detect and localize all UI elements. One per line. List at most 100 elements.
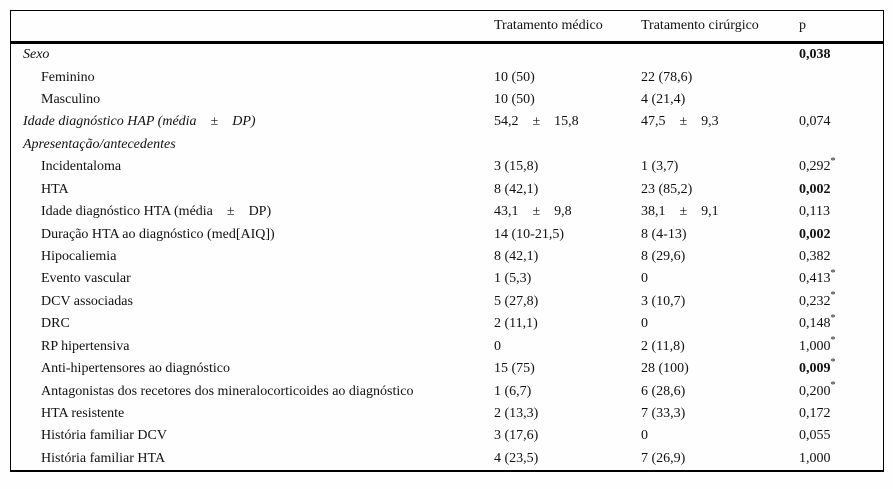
p-value: 0,055 [799, 428, 831, 444]
medical-treatment-value: 14 (10-21,5) [494, 226, 564, 242]
row-label: Idade diagnóstico HAP (média ± DP) [23, 114, 256, 130]
fisher-test-asterisk: * [830, 357, 836, 369]
surgical-treatment-value: 4 (21,4) [641, 92, 686, 108]
column-header-medical-treatment: Tratamento médico [494, 18, 603, 33]
row-label: História familiar DCV [41, 428, 167, 444]
medical-treatment-value: 2 (13,3) [494, 405, 539, 421]
row-label: Masculino [41, 92, 101, 108]
row-label: Feminino [41, 69, 95, 85]
table-row: Evento vascular 1 (5,3) 0 0,413* [11, 268, 883, 290]
table-row: HTA 8 (42,1) 23 (85,2) 0,002 [11, 179, 883, 201]
p-value: 0,038 [799, 47, 831, 63]
medical-treatment-value: 4 (23,5) [494, 450, 539, 466]
medical-treatment-value: 1 (6,7) [494, 383, 532, 399]
p-value: 0,113 [799, 204, 830, 220]
table-row: Hipocaliemia 8 (42,1) 8 (29,6) 0,382 [11, 246, 883, 268]
table-row: Duração HTA ao diagnóstico (med[AIQ]) 14… [11, 223, 883, 245]
table-row: Feminino 10 (50) 22 (78,6) [11, 66, 883, 88]
column-header-p-value: p [799, 18, 806, 33]
row-label: Sexo [23, 47, 50, 63]
surgical-treatment-value: 7 (26,9) [641, 450, 686, 466]
medical-treatment-value: 3 (17,6) [494, 428, 539, 444]
row-label: Incidentaloma [41, 159, 122, 175]
medical-treatment-value: 1 (5,3) [494, 271, 532, 287]
table-row: Sexo 0,038 [11, 44, 883, 66]
row-label: Hipocaliemia [41, 249, 117, 264]
surgical-treatment-value: 6 (28,6) [641, 383, 686, 399]
table-row: Anti-hipertensores ao diagnóstico 15 (75… [11, 358, 883, 380]
surgical-treatment-value: 3 (10,7) [641, 293, 686, 309]
surgical-treatment-value: 0 [641, 316, 648, 332]
fisher-test-asterisk: * [830, 267, 836, 279]
row-label: Duração HTA ao diagnóstico (med[AIQ]) [41, 226, 275, 242]
row-label: Evento vascular [41, 271, 131, 287]
fisher-test-asterisk: * [830, 312, 836, 324]
medical-treatment-value: 10 (50) [494, 69, 535, 85]
surgical-treatment-value: 47,5 ± 9,3 [641, 114, 719, 130]
row-label: Idade diagnóstico HTA (média ± DP) [41, 204, 272, 220]
surgical-treatment-value: 7 (33,3) [641, 405, 686, 421]
surgical-treatment-value: 38,1 ± 9,1 [641, 204, 719, 220]
table-row: Antagonistas dos recetores dos mineraloc… [11, 380, 883, 402]
row-label: RP hipertensiva [41, 338, 130, 354]
p-value: 0,002 [799, 181, 831, 197]
table-row: Apresentação/antecedentes [11, 134, 883, 156]
table-row: HTA resistente 2 (13,3) 7 (33,3) 0,172 [11, 403, 883, 425]
medical-treatment-value: 5 (27,8) [494, 293, 539, 309]
p-value: 0,200* [799, 379, 836, 399]
table-body: Sexo 0,038 Feminino 10 (50) 22 (78,6) Ma… [11, 44, 883, 470]
table-row: DCV associadas 5 (27,8) 3 (10,7) 0,232* [11, 291, 883, 313]
surgical-treatment-value: 22 (78,6) [641, 69, 693, 85]
p-value: 0,172 [799, 405, 831, 421]
comparison-table: Tratamento médico Tratamento cirúrgico p… [10, 10, 884, 472]
p-value: 0,232* [799, 290, 836, 309]
row-label: Antagonistas dos recetores dos mineraloc… [41, 383, 414, 399]
p-value: 1,000 [799, 450, 831, 466]
medical-treatment-value: 43,1 ± 9,8 [494, 204, 572, 220]
medical-treatment-value: 3 (15,8) [494, 159, 539, 175]
row-label: DRC [41, 316, 70, 332]
table-row: Incidentaloma 3 (15,8) 1 (3,7) 0,292* [11, 156, 883, 178]
surgical-treatment-value: 23 (85,2) [641, 181, 693, 197]
p-value: 0,009* [799, 357, 836, 377]
column-header-surgical-treatment: Tratamento cirúrgico [641, 18, 759, 33]
table-row: DRC 2 (11,1) 0 0,148* [11, 313, 883, 335]
row-label: HTA resistente [41, 405, 125, 421]
p-value: 0,292* [799, 155, 836, 175]
table-row: Idade diagnóstico HTA (média ± DP) 43,1 … [11, 201, 883, 223]
row-label: Apresentação/antecedentes [23, 136, 176, 152]
medical-treatment-value: 10 (50) [494, 92, 535, 108]
medical-treatment-value: 0 [494, 338, 501, 354]
row-label: História familiar HTA [41, 450, 166, 466]
medical-treatment-value: 2 (11,1) [494, 316, 538, 332]
fisher-test-asterisk: * [830, 155, 836, 167]
p-value: 0,148* [799, 312, 836, 332]
row-label: DCV associadas [41, 293, 133, 309]
table-row: História familiar HTA 4 (23,5) 7 (26,9) … [11, 448, 883, 470]
p-value: 0,413* [799, 267, 836, 287]
surgical-treatment-value: 0 [641, 271, 648, 287]
medical-treatment-value: 54,2 ± 15,8 [494, 114, 579, 130]
table-row: História familiar DCV 3 (17,6) 0 0,055 [11, 425, 883, 447]
surgical-treatment-value: 2 (11,8) [641, 338, 685, 354]
surgical-treatment-value: 8 (29,6) [641, 249, 686, 264]
table-row: Masculino 10 (50) 4 (21,4) [11, 89, 883, 111]
surgical-treatment-value: 8 (4-13) [641, 226, 687, 242]
p-value: 1,000* [799, 335, 836, 354]
medical-treatment-value: 15 (75) [494, 361, 535, 377]
table-header-row: Tratamento médico Tratamento cirúrgico p [11, 11, 883, 44]
surgical-treatment-value: 28 (100) [641, 361, 689, 377]
fisher-test-asterisk: * [830, 379, 836, 391]
fisher-test-asterisk: * [830, 335, 836, 347]
surgical-treatment-value: 1 (3,7) [641, 159, 679, 175]
row-label: Anti-hipertensores ao diagnóstico [41, 361, 230, 377]
p-value: 0,002 [799, 226, 831, 242]
medical-treatment-value: 8 (42,1) [494, 181, 539, 197]
table-row: RP hipertensiva 0 2 (11,8) 1,000* [11, 335, 883, 357]
p-value: 0,382 [799, 249, 831, 264]
row-label: HTA [41, 181, 69, 197]
surgical-treatment-value: 0 [641, 428, 648, 444]
p-value: 0,074 [799, 114, 831, 130]
table-row: Idade diagnóstico HAP (média ± DP) 54,2 … [11, 111, 883, 133]
